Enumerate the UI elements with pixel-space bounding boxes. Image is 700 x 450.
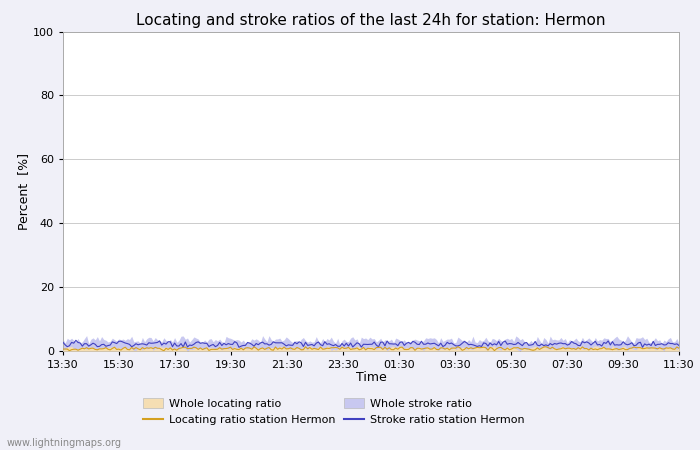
Legend: Whole locating ratio, Locating ratio station Hermon, Whole stroke ratio, Stroke : Whole locating ratio, Locating ratio sta… (144, 398, 524, 425)
Y-axis label: Percent  [%]: Percent [%] (18, 153, 30, 230)
Title: Locating and stroke ratios of the last 24h for station: Hermon: Locating and stroke ratios of the last 2… (136, 13, 606, 27)
X-axis label: Time: Time (356, 371, 386, 384)
Text: www.lightningmaps.org: www.lightningmaps.org (7, 438, 122, 448)
